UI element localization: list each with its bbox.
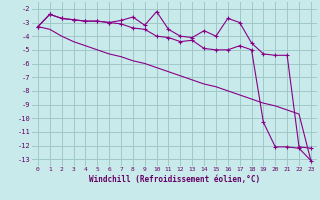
X-axis label: Windchill (Refroidissement éolien,°C): Windchill (Refroidissement éolien,°C) [89,175,260,184]
